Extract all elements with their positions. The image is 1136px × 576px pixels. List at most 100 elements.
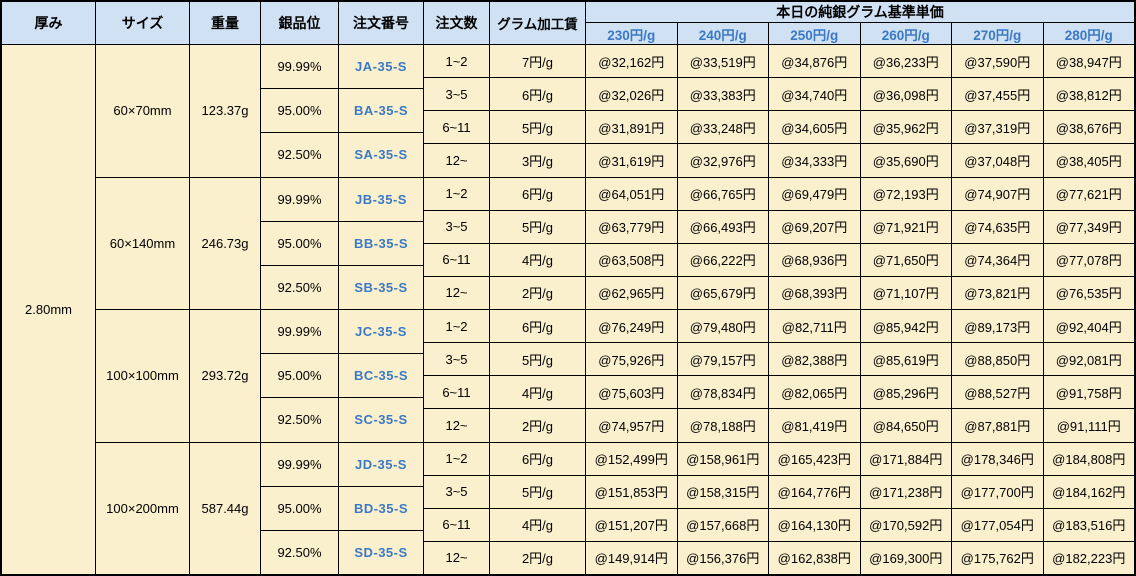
purity-cell: 95.00% [261,486,338,530]
order-number-cell[interactable]: BB-35-S [339,221,423,265]
order-number-cell[interactable]: JB-35-S [339,177,423,221]
price-cell: @66,493円 [677,210,768,243]
price-column-header: 260円/g [860,23,951,44]
price-cell: @62,965円 [586,276,677,309]
fee-cell: 2円/g [490,541,585,574]
quantity-cell: 6~11 [424,376,489,409]
quantity-cell: 12~ [424,541,489,574]
fee-cell: 7円/g [490,45,585,78]
purity-cell: 92.50% [261,398,338,442]
price-cell: @64,051円 [586,177,677,210]
price-cell: @77,349円 [1043,210,1134,243]
price-cell: @149,914円 [586,541,677,574]
quantity-cell: 3~5 [424,343,489,376]
order-number-cell[interactable]: BD-35-S [339,486,423,530]
fee-cell: 6円/g [490,177,585,210]
order-number-cell[interactable]: BA-35-S [339,89,423,133]
price-cell: @32,026円 [586,78,677,111]
price-cell: @158,961円 [677,442,768,475]
price-cell: @92,081円 [1043,343,1134,376]
column-header-weight: 重量 [190,2,260,44]
order-number-cell[interactable]: JA-35-S [339,45,423,89]
price-cell: @177,054円 [952,508,1043,541]
order-number-cell[interactable]: SB-35-S [339,265,423,309]
size-cell: 100×100mm [96,310,189,442]
price-cell: @31,891円 [586,111,677,144]
quantity-cell: 1~2 [424,177,489,210]
quantity-cell: 3~5 [424,210,489,243]
price-cell: @178,346円 [952,442,1043,475]
weight-cell: 123.37g [190,45,260,177]
price-cell: @37,455円 [952,78,1043,111]
price-column-header: 270円/g [952,23,1043,44]
price-cell: @171,884円 [860,442,951,475]
price-cell: @71,921円 [860,210,951,243]
column-header-thickness: 厚み [2,2,95,44]
quantity-cell: 3~5 [424,475,489,508]
order-number-cell[interactable]: SA-35-S [339,133,423,177]
price-cell: @38,947円 [1043,45,1134,78]
column-header-fee: グラム加工賃 [490,2,585,44]
price-cell: @79,157円 [677,343,768,376]
fee-cell: 2円/g [490,409,585,442]
price-cell: @74,364円 [952,243,1043,276]
price-cell: @78,188円 [677,409,768,442]
thickness-cell: 2.80mm [2,45,95,574]
price-cell: @177,700円 [952,475,1043,508]
price-cell: @34,876円 [769,45,860,78]
price-column-header: 240円/g [677,23,768,44]
price-cell: @175,762円 [952,541,1043,574]
price-cell: @171,238円 [860,475,951,508]
price-cell: @38,676円 [1043,111,1134,144]
order-number-cell[interactable]: SD-35-S [339,530,423,574]
price-cell: @71,107円 [860,276,951,309]
purity-cell: 99.99% [261,310,338,354]
price-cell: @162,838円 [769,541,860,574]
price-column-header: 230円/g [586,23,677,44]
price-group-header: 本日の純銀グラム基準単価 [586,2,1134,22]
price-cell: @91,111円 [1043,409,1134,442]
quantity-cell: 6~11 [424,508,489,541]
size-cell: 60×140mm [96,177,189,309]
price-cell: @37,048円 [952,144,1043,177]
price-cell: @74,635円 [952,210,1043,243]
price-cell: @151,207円 [586,508,677,541]
column-header-purity: 銀品位 [261,2,338,44]
price-cell: @37,590円 [952,45,1043,78]
price-cell: @183,516円 [1043,508,1134,541]
price-cell: @74,907円 [952,177,1043,210]
price-cell: @69,207円 [769,210,860,243]
order-number-cell[interactable]: JC-35-S [339,310,423,354]
price-cell: @65,679円 [677,276,768,309]
quantity-cell: 6~11 [424,111,489,144]
price-cell: @68,936円 [769,243,860,276]
price-cell: @32,976円 [677,144,768,177]
column-header-order-number: 注文番号 [339,2,423,44]
fee-cell: 5円/g [490,111,585,144]
price-cell: @85,942円 [860,310,951,343]
price-cell: @66,222円 [677,243,768,276]
quantity-cell: 3~5 [424,78,489,111]
price-cell: @88,527円 [952,376,1043,409]
price-cell: @184,162円 [1043,475,1134,508]
order-number-cell[interactable]: JD-35-S [339,442,423,486]
quantity-cell: 12~ [424,276,489,309]
price-cell: @63,508円 [586,243,677,276]
fee-cell: 4円/g [490,508,585,541]
price-cell: @74,957円 [586,409,677,442]
price-cell: @38,405円 [1043,144,1134,177]
order-number-cell[interactable]: SC-35-S [339,398,423,442]
quantity-cell: 12~ [424,409,489,442]
price-cell: @72,193円 [860,177,951,210]
price-cell: @33,519円 [677,45,768,78]
weight-cell: 246.73g [190,177,260,309]
price-cell: @170,592円 [860,508,951,541]
purity-cell: 95.00% [261,354,338,398]
price-column-header: 280円/g [1043,23,1134,44]
price-cell: @63,779円 [586,210,677,243]
price-cell: @158,315円 [677,475,768,508]
price-cell: @182,223円 [1043,541,1134,574]
order-number-cell[interactable]: BC-35-S [339,354,423,398]
price-cell: @184,808円 [1043,442,1134,475]
